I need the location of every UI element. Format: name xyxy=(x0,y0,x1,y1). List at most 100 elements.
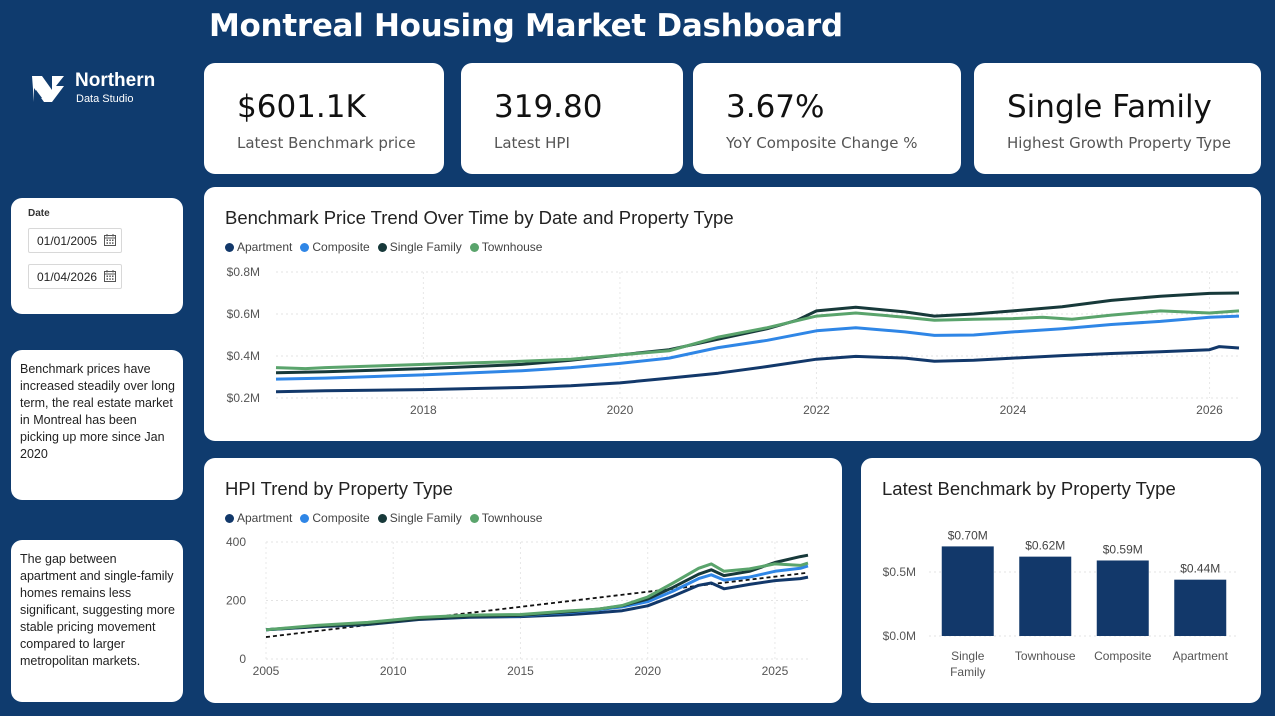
hpi-trend-chart: 0 200 400 2005 2010 2015 2020 2025 xyxy=(226,535,809,678)
kpi-card-hpi: 319.80 Latest HPI xyxy=(461,63,683,174)
legend-item[interactable]: Single Family xyxy=(377,240,462,254)
legend-marker xyxy=(225,513,234,523)
legend-item[interactable]: Composite xyxy=(300,240,370,254)
legend-label: Townhouse xyxy=(481,511,543,525)
legend-label: Single Family xyxy=(389,240,462,254)
legend-item[interactable]: Townhouse xyxy=(469,511,543,525)
insight-note-card: Benchmark prices have increased steadily… xyxy=(11,350,183,500)
chart-title: HPI Trend by Property Type xyxy=(225,478,453,499)
legend-label: Apartment xyxy=(237,240,293,254)
y-tick-label: 0 xyxy=(239,652,246,666)
legend-item[interactable]: Apartment xyxy=(225,240,292,254)
x-tick-label: 2020 xyxy=(607,403,634,417)
kpi-value: $601.1K xyxy=(237,89,366,125)
legend-marker xyxy=(377,242,387,252)
legend-label: Composite xyxy=(312,240,370,254)
date-start-input[interactable]: 01/01/2005 xyxy=(28,228,122,253)
logo-subtitle: Data Studio xyxy=(76,93,134,105)
bar xyxy=(1174,579,1227,636)
bar xyxy=(941,546,994,636)
data-label: $0.62M xyxy=(1025,539,1065,553)
data-label: $0.70M xyxy=(948,528,988,542)
series-line-single-family xyxy=(275,291,1240,375)
y-tick-label: $0.8M xyxy=(227,265,260,279)
x-tick-label: 2025 xyxy=(762,664,789,678)
x-tick-label: 2022 xyxy=(803,403,830,417)
latest-benchmark-chart: $0.0M $0.5M $0.70M Single Family $0.62M Townho… xyxy=(883,528,1239,679)
latest-benchmark-card: Latest Benchmark by Property Type $0.0M $… xyxy=(861,458,1261,703)
kpi-card-highest-growth: Single Family Highest Growth Property Ty… xyxy=(974,63,1261,174)
x-tick-label: 2020 xyxy=(634,664,661,678)
legend-item[interactable]: Apartment xyxy=(225,511,292,525)
legend-marker xyxy=(469,513,479,523)
y-tick-label: $0.5M xyxy=(883,565,916,579)
trend-line xyxy=(265,571,809,638)
legend-item[interactable]: Single Family xyxy=(377,511,462,525)
y-tick-label: 400 xyxy=(226,535,246,549)
legend-label: Single Family xyxy=(389,511,462,525)
x-tick-label: 2024 xyxy=(1000,403,1027,417)
kpi-label: Latest HPI xyxy=(494,134,570,152)
series-line-apartment xyxy=(265,575,809,632)
bar xyxy=(1096,560,1149,636)
date-filter-label: Date xyxy=(28,208,50,219)
kpi-card-benchmark-price: $601.1K Latest Benchmark price xyxy=(204,63,444,174)
chart-title: Benchmark Price Trend Over Time by Date … xyxy=(225,207,734,228)
y-tick-label: $0.0M xyxy=(883,629,916,643)
kpi-label: YoY Composite Change % xyxy=(726,134,918,152)
kpi-card-yoy-change: 3.67% YoY Composite Change % xyxy=(693,63,961,174)
x-tick-label: Family xyxy=(950,665,985,679)
legend-marker xyxy=(377,513,387,523)
x-tick-label: Composite xyxy=(1094,649,1152,663)
logo: Northern Data Studio xyxy=(30,70,170,110)
benchmark-trend-card: Benchmark Price Trend Over Time by Date … xyxy=(204,187,1261,441)
bar xyxy=(1019,556,1072,636)
series-line-townhouse xyxy=(275,309,1240,371)
chart-title: Latest Benchmark by Property Type xyxy=(882,478,1176,499)
series-line-apartment xyxy=(275,345,1240,394)
legend-label: Townhouse xyxy=(481,240,543,254)
y-tick-label: 200 xyxy=(226,594,246,608)
data-label: $0.59M xyxy=(1103,542,1143,556)
kpi-value: 3.67% xyxy=(726,89,825,125)
data-label: $0.44M xyxy=(1180,562,1220,576)
legend-marker xyxy=(225,242,234,252)
insight-note-text: Benchmark prices have increased steadily… xyxy=(20,362,175,461)
date-filter-card: Date 01/01/2005 01/04/2026 xyxy=(11,198,183,314)
y-tick-label: $0.4M xyxy=(227,349,260,363)
legend-marker xyxy=(300,513,310,523)
benchmark-trend-chart: $0.2M $0.4M $0.6M $0.8M 2018 2020 2022 2024 2026 xyxy=(227,265,1240,417)
hpi-trend-card: HPI Trend by Property Type Apartment Com… xyxy=(204,458,842,703)
x-tick-label: 2018 xyxy=(410,403,437,417)
series-line-single-family xyxy=(265,553,809,632)
logo-name: Northern xyxy=(75,70,156,91)
chart-legend: Apartment Composite Single Family Townho… xyxy=(225,240,542,254)
chart-legend: Apartment Composite Single Family Townho… xyxy=(225,511,542,525)
date-end-input[interactable]: 01/04/2026 xyxy=(28,264,122,289)
series-line-townhouse xyxy=(265,561,809,632)
x-tick-label: 2015 xyxy=(507,664,534,678)
legend-label: Apartment xyxy=(237,511,293,525)
kpi-value: 319.80 xyxy=(494,89,603,125)
y-tick-label: $0.6M xyxy=(227,307,260,321)
x-tick-label: Townhouse xyxy=(1015,649,1076,663)
date-start-value: 01/01/2005 xyxy=(37,234,98,248)
x-tick-label: 2005 xyxy=(253,664,280,678)
legend-item[interactable]: Composite xyxy=(300,511,370,525)
series-line-composite xyxy=(275,314,1240,381)
calendar-icon[interactable] xyxy=(104,270,116,282)
legend-label: Composite xyxy=(312,511,370,525)
calendar-icon[interactable] xyxy=(104,234,116,246)
x-tick-label: 2010 xyxy=(380,664,407,678)
kpi-value: Single Family xyxy=(1007,89,1212,125)
x-tick-label: Apartment xyxy=(1173,649,1229,663)
insight-note-text: The gap between apartment and single-fam… xyxy=(20,552,175,668)
kpi-label: Latest Benchmark price xyxy=(237,134,416,152)
insight-note-card: The gap between apartment and single-fam… xyxy=(11,540,183,702)
date-end-value: 01/04/2026 xyxy=(37,270,98,284)
logo-mark-icon xyxy=(32,76,64,102)
legend-item[interactable]: Townhouse xyxy=(469,240,543,254)
page-title: Montreal Housing Market Dashboard xyxy=(209,8,843,44)
legend-marker xyxy=(469,242,479,252)
kpi-label: Highest Growth Property Type xyxy=(1007,134,1231,152)
